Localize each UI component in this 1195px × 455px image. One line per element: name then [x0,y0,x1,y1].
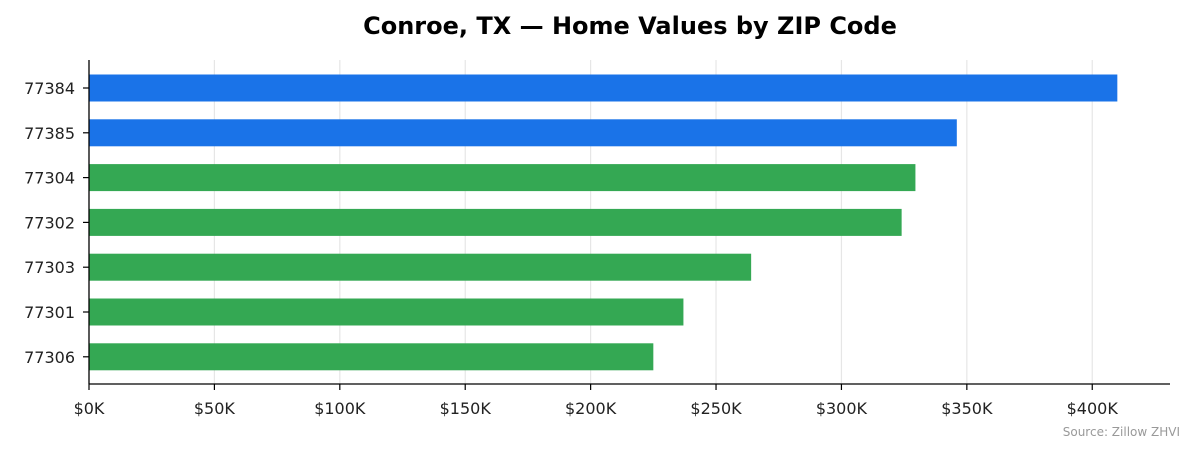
y-tick-label-77303: 77303 [24,258,75,277]
bar-77301 [89,298,684,326]
x-tick-label: $50K [194,399,236,418]
x-tick-label: $200K [565,399,617,418]
chart-title: Conroe, TX — Home Values by ZIP Code [363,12,897,40]
y-tick-label-77302: 77302 [24,213,75,232]
x-axis-ticks: $0K $50K $100K $150K $200K $250K $300K $350K $40… [74,384,1119,418]
x-tick-label: $400K [1067,399,1119,418]
y-tick-label-77306: 77306 [24,348,75,367]
bar-77384 [89,74,1118,102]
y-tick-label-77304: 77304 [24,169,75,188]
x-tick-label: $0K [74,399,105,418]
x-tick-label: $350K [941,399,993,418]
y-tick-label-77301: 77301 [24,303,75,322]
x-tick-label: $250K [690,399,742,418]
source-note: Source: Zillow ZHVI [1063,425,1180,439]
x-tick-label: $300K [816,399,868,418]
bar-77306 [89,343,654,371]
bar-77304 [89,164,916,192]
y-tick-label-77384: 77384 [24,79,75,98]
bar-77385 [89,119,957,147]
y-axis-ticks: 77384 77385 77304 77302 77303 77301 77306 [24,79,89,367]
x-tick-label: $100K [314,399,366,418]
bars [89,74,1118,371]
y-tick-label-77385: 77385 [24,124,75,143]
bar-77303 [89,253,752,281]
bar-77302 [89,208,902,236]
x-tick-label: $150K [440,399,492,418]
